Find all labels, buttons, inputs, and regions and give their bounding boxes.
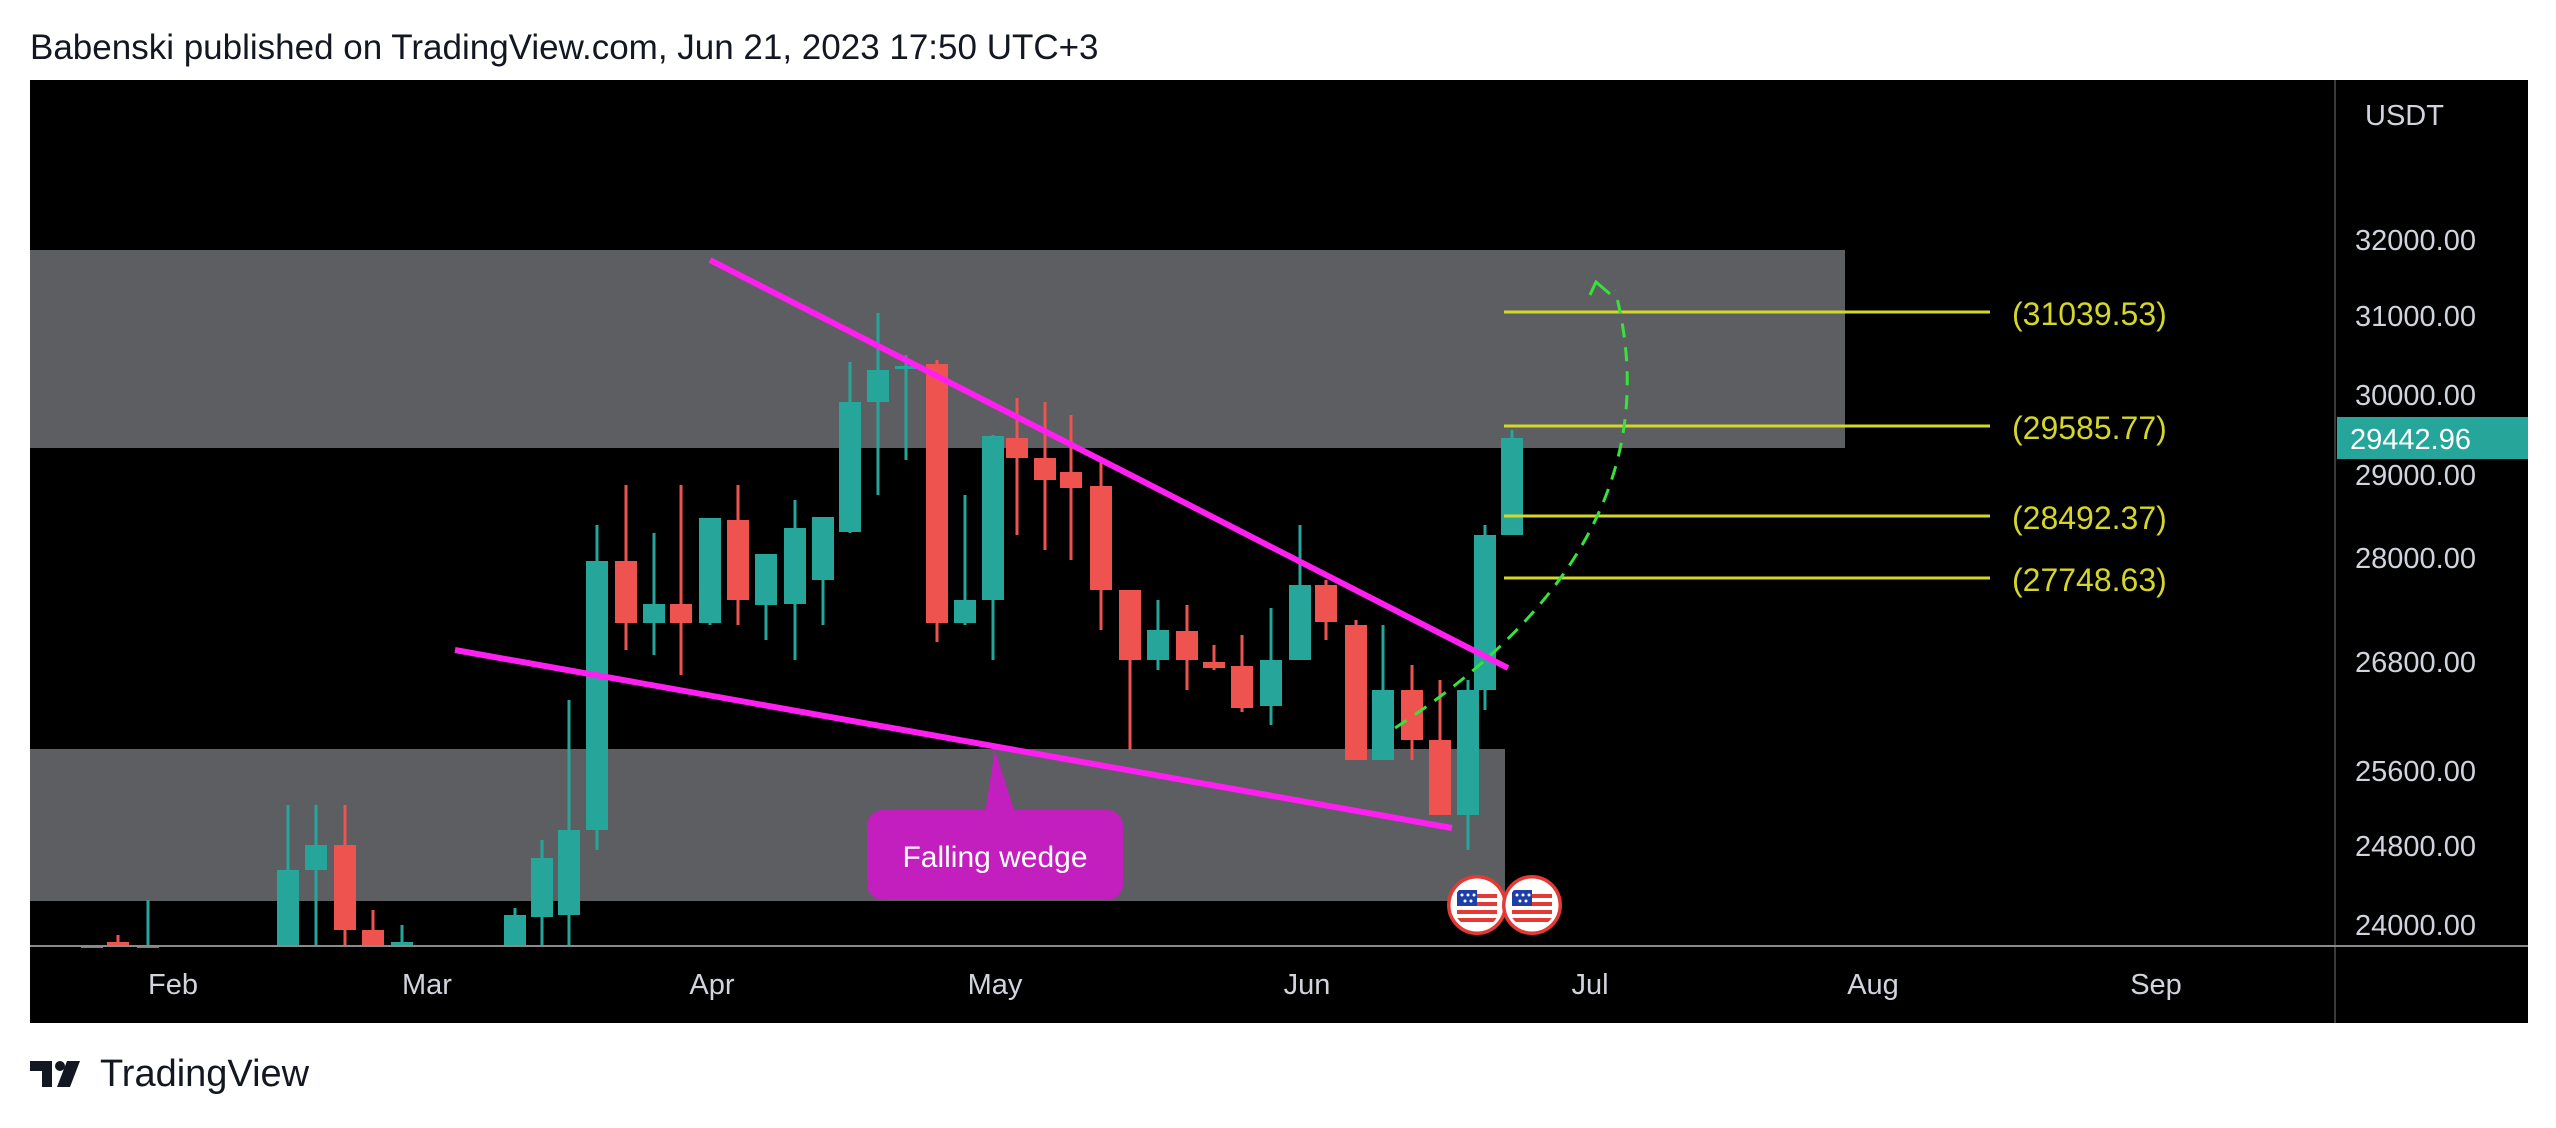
- candle-body[interactable]: [839, 402, 861, 532]
- x-tick-apr: Apr: [689, 969, 734, 1001]
- candle-body[interactable]: [107, 942, 129, 946]
- candle-body[interactable]: [1203, 662, 1225, 668]
- candle-body[interactable]: [277, 870, 299, 946]
- last-price-text: 29442.96: [2350, 424, 2471, 456]
- y-tick-29000: 29000.00: [2355, 460, 2476, 492]
- candle-body[interactable]: [586, 561, 608, 830]
- x-tick-jul: Jul: [1571, 969, 1608, 1001]
- x-tick-jun: Jun: [1284, 969, 1331, 1001]
- candle-body[interactable]: [305, 845, 327, 870]
- candle-body[interactable]: [755, 554, 777, 605]
- candle-body[interactable]: [362, 930, 384, 946]
- tradingview-logo-icon: [30, 1061, 80, 1087]
- tradingview-wordmark: TradingView: [100, 1052, 310, 1095]
- candle-body[interactable]: [1119, 590, 1141, 660]
- us-event-icon-1[interactable]: [1447, 875, 1507, 935]
- last-price-badge[interactable]: [2337, 417, 2528, 459]
- candle-body[interactable]: [1006, 438, 1028, 458]
- candle-body[interactable]: [1457, 690, 1479, 815]
- candle-body[interactable]: [615, 561, 637, 623]
- level-label-31039: (31039.53): [2012, 296, 2167, 332]
- x-tick-feb: Feb: [148, 969, 198, 1001]
- footer-brand[interactable]: TradingView: [30, 1052, 309, 1096]
- y-tick-31000: 31000.00: [2355, 301, 2476, 333]
- candle-body[interactable]: [1501, 438, 1523, 535]
- target-projection-arc[interactable]: [1394, 289, 1629, 730]
- target-arrow-head: [1588, 279, 1611, 296]
- chart-area[interactable]: (31039.53) (29585.77) (28492.37) (27748.…: [30, 80, 2528, 1023]
- level-label-27748: (27748.63): [2012, 562, 2167, 598]
- y-tick-26800: 26800.00: [2355, 647, 2476, 679]
- candle-body[interactable]: [1147, 630, 1169, 660]
- candle-body[interactable]: [784, 528, 806, 604]
- candle-body[interactable]: [1429, 740, 1451, 815]
- y-tick-24000: 24000.00: [2355, 910, 2476, 942]
- candle-body[interactable]: [531, 858, 553, 917]
- x-tick-mar: Mar: [402, 969, 452, 1001]
- publish-header: Babenski published on TradingView.com, J…: [30, 28, 1099, 67]
- candle-body[interactable]: [1401, 690, 1423, 740]
- candle-body[interactable]: [867, 370, 889, 402]
- candle-body[interactable]: [1315, 585, 1337, 622]
- candle-body[interactable]: [1289, 585, 1311, 660]
- candle-body[interactable]: [1090, 486, 1112, 590]
- wedge-lower-line[interactable]: [454, 647, 1453, 831]
- candle-body[interactable]: [1034, 458, 1056, 480]
- candle-body[interactable]: [1345, 625, 1367, 760]
- x-tick-sep: Sep: [2130, 969, 2182, 1001]
- candle-body[interactable]: [670, 604, 692, 623]
- us-event-icon-2[interactable]: [1502, 875, 1562, 935]
- support-zone: [30, 749, 1505, 901]
- candle-body[interactable]: [1372, 690, 1394, 760]
- candle-body[interactable]: [391, 942, 413, 946]
- candle-body[interactable]: [1176, 631, 1198, 660]
- candle-body[interactable]: [558, 830, 580, 915]
- candle-body[interactable]: [1260, 660, 1282, 706]
- candle-body[interactable]: [1060, 472, 1082, 488]
- x-tick-may: May: [968, 969, 1023, 1001]
- candle-body[interactable]: [895, 366, 917, 369]
- y-tick-24800: 24800.00: [2355, 831, 2476, 863]
- price-chart[interactable]: (31039.53) (29585.77) (28492.37) (27748.…: [30, 80, 2528, 1023]
- candles-group: [81, 313, 1523, 948]
- wedge-label-text: Falling wedge: [902, 841, 1087, 874]
- candle-body[interactable]: [1231, 666, 1253, 708]
- wedge-label-box[interactable]: [867, 810, 1123, 900]
- candle-body[interactable]: [504, 915, 526, 946]
- y-tick-25600: 25600.00: [2355, 756, 2476, 788]
- y-tick-28000: 28000.00: [2355, 543, 2476, 575]
- currency-label: USDT: [2365, 100, 2444, 132]
- candle-body[interactable]: [926, 364, 948, 623]
- candle-body[interactable]: [643, 604, 665, 623]
- candle-body[interactable]: [699, 518, 721, 623]
- wedge-upper-line[interactable]: [708, 257, 1510, 671]
- level-label-28492: (28492.37): [2012, 500, 2167, 536]
- candle-body[interactable]: [982, 436, 1004, 600]
- candle-body[interactable]: [812, 517, 834, 580]
- x-tick-aug: Aug: [1847, 969, 1899, 1001]
- level-label-29585: (29585.77): [2012, 410, 2167, 446]
- y-tick-32000: 32000.00: [2355, 225, 2476, 257]
- candle-body[interactable]: [727, 520, 749, 600]
- y-tick-30000: 30000.00: [2355, 380, 2476, 412]
- wedge-label-pointer: [985, 750, 1015, 813]
- candle-body[interactable]: [334, 845, 356, 930]
- candle-body[interactable]: [954, 600, 976, 623]
